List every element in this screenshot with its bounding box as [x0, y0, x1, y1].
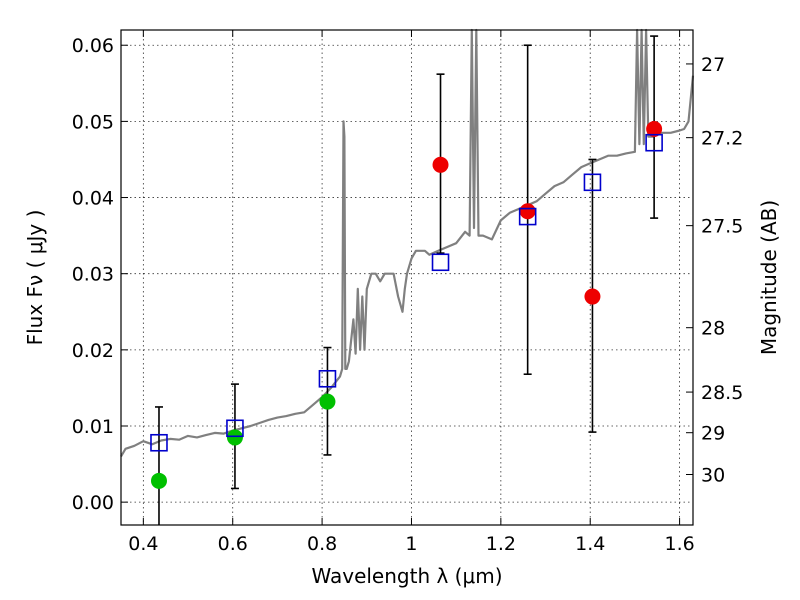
x-tick-label: 1.2 [486, 533, 516, 555]
model-spectrum-line [120, 28, 695, 458]
y-tick-label: 0.02 [72, 340, 114, 362]
red-circle-marker [519, 203, 536, 220]
y-tick-label: 0.01 [72, 416, 114, 438]
green-circle-marker [150, 472, 167, 489]
right-tick-label: 28.5 [701, 382, 743, 404]
blue-square-marker [645, 133, 663, 152]
red-circle-marker [584, 288, 601, 305]
right-tick-label: 29 [701, 423, 725, 445]
right-axis-label: Magnitude (AB) [757, 200, 781, 355]
x-tick-label: 0.6 [218, 533, 248, 555]
x-axis-label: Wavelength λ (μm) [311, 564, 502, 588]
blue-square-marker [150, 433, 168, 452]
y-axis-label: Flux Fν ( μJy ) [23, 210, 47, 346]
x-tick-label: 0.8 [307, 533, 337, 555]
blue-square-marker [318, 369, 337, 388]
red-circle-marker [432, 156, 449, 173]
right-tick-label: 30 [701, 465, 725, 487]
x-tick-label: 1.6 [664, 533, 694, 555]
green-circle-marker [319, 393, 336, 410]
x-tick-label: 0.4 [128, 533, 158, 555]
y-tick-label: 0.00 [72, 492, 114, 514]
blue-square-marker [583, 173, 602, 192]
grid [121, 30, 693, 525]
ticks [121, 30, 693, 525]
y-tick-label: 0.06 [72, 35, 114, 57]
y-tick-label: 0.05 [72, 111, 114, 133]
y-tick-label: 0.03 [72, 264, 114, 286]
blue-square-marker [431, 253, 450, 272]
right-tick-label: 27.2 [701, 128, 743, 150]
x-tick-label: 1 [405, 533, 417, 555]
blue-square-marker [226, 419, 244, 438]
y-tick-label: 0.04 [72, 188, 114, 210]
blue-square-marker [518, 207, 537, 226]
tick-labels: 0.4 0.6 0.8 1 1.2 1.4 1.6 0.00 0.01 0.02 0.03 0.04 0… [72, 35, 744, 555]
right-tick-label: 28 [701, 318, 725, 340]
model-spectrum [120, 28, 695, 458]
plot-frame [120, 29, 694, 526]
red-circle-marker [646, 121, 663, 137]
green-circle-marker [226, 429, 243, 446]
x-tick-label: 1.4 [575, 533, 605, 555]
data-markers [150, 121, 663, 489]
right-tick-label: 27.5 [701, 216, 743, 238]
right-tick-label: 27 [701, 54, 725, 76]
